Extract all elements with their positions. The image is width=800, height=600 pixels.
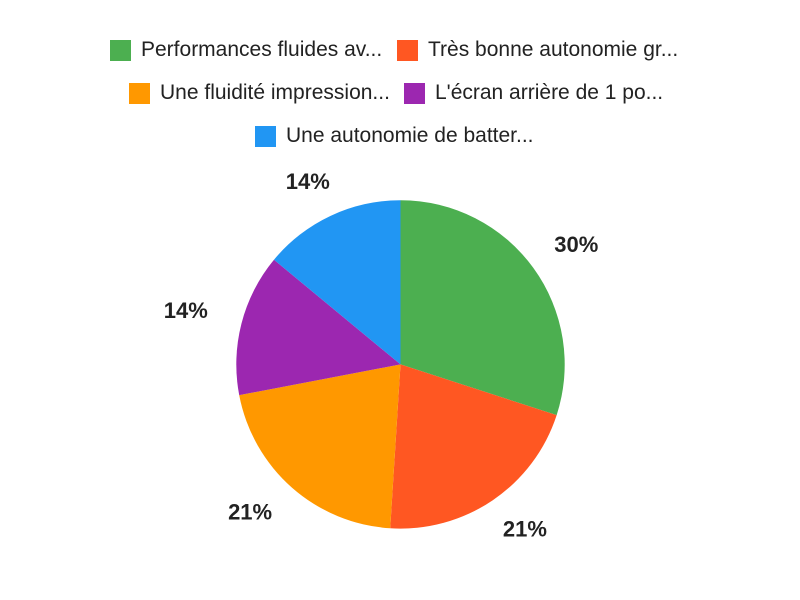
svg-text:14%: 14% (286, 169, 330, 194)
svg-text:14%: 14% (164, 298, 208, 323)
svg-text:21%: 21% (503, 517, 547, 542)
svg-text:21%: 21% (228, 500, 272, 525)
svg-text:30%: 30% (554, 232, 598, 257)
